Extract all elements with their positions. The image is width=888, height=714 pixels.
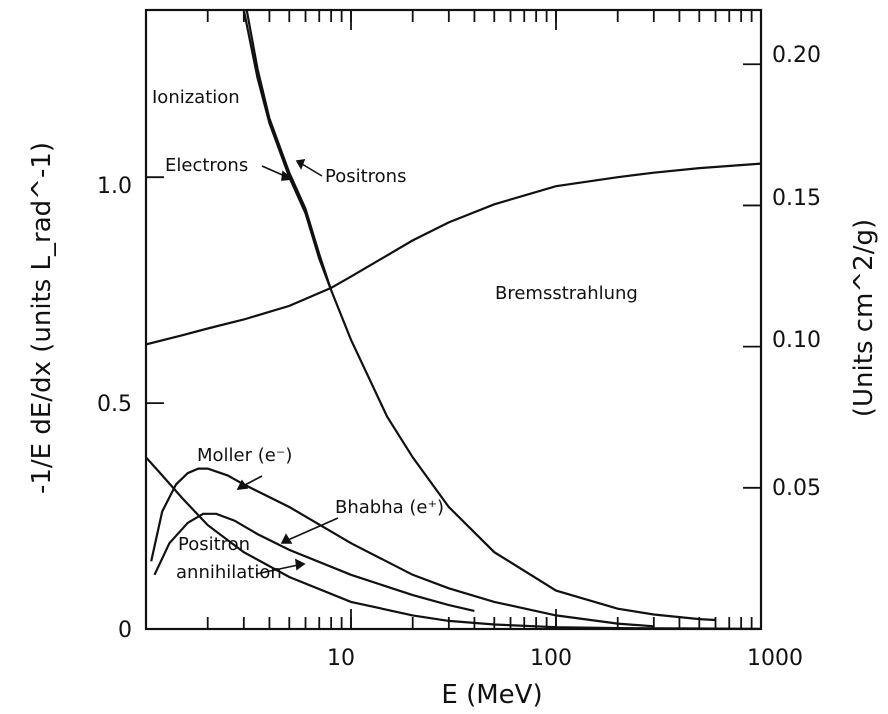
- x-tick-label-1000: 1000: [747, 646, 803, 671]
- annotation-ionization: Ionization: [152, 87, 240, 108]
- annotation-positrons: Positrons: [325, 166, 406, 187]
- arrowhead-bhabha: [280, 533, 293, 544]
- y-axis-title: -1/E dE/dx (units L_rad^-1): [27, 142, 57, 494]
- series-line-moller-e: [150, 467, 654, 628]
- annotation-annihilation: annihilation: [176, 562, 282, 583]
- series-line-ionization-positrons: [245, 10, 333, 291]
- series-line-bremsstrahlung: [146, 162, 761, 346]
- right-tick-label-0.10: 0.10: [772, 328, 821, 353]
- right-tick-label-0.05: 0.05: [772, 476, 821, 501]
- arrow-moller: [242, 475, 263, 487]
- arrow-annihilation: [255, 564, 299, 575]
- series-line-bhabha-e: [153, 512, 475, 612]
- arrowhead-annihilation: [295, 558, 306, 571]
- annotation-moller: Moller (e⁻): [197, 445, 292, 466]
- arrowhead-positrons: [295, 159, 306, 170]
- y-tick-label-0: 0: [118, 618, 132, 643]
- axis-ticks: [146, 10, 762, 630]
- plot-frame: [144, 8, 763, 631]
- right-tick-label-0.15: 0.15: [772, 186, 821, 211]
- arrowhead-electrons: [281, 170, 295, 181]
- y-tick-label-0.5: 0.5: [97, 392, 132, 417]
- right-axis-title: (Units cm^2/g): [849, 219, 879, 417]
- annotation-bhabha: Bhabha (e⁺): [335, 497, 444, 518]
- annotation-electrons: Electrons: [165, 155, 248, 176]
- x-tick-label-10: 10: [327, 646, 355, 671]
- arrow-positrons: [301, 163, 323, 177]
- x-axis-title: E (MeV): [441, 680, 542, 710]
- right-tick-label-0.20: 0.20: [772, 43, 821, 68]
- y-tick-label-1.0: 1.0: [97, 174, 132, 199]
- annotation-positron: Positron: [178, 534, 250, 555]
- series-line-ionization-electrons: [242, 10, 716, 622]
- arrow-bhabha: [287, 517, 339, 541]
- x-tick-label-100: 100: [530, 646, 572, 671]
- arrowhead-moller: [236, 479, 249, 490]
- annotation-bremsstrahlung: Bremsstrahlung: [495, 283, 638, 304]
